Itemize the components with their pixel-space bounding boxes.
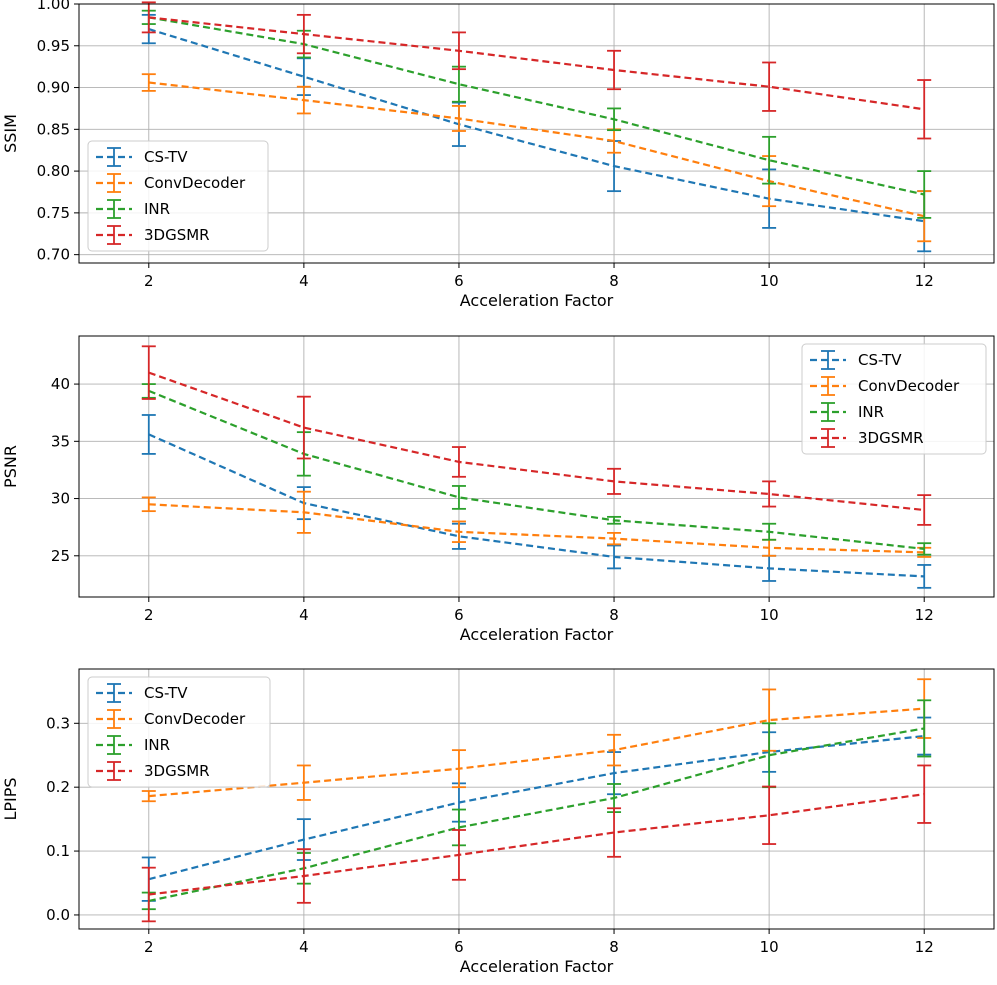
legend-label: INR [144,736,170,754]
y-tick-label: 0.70 [37,246,70,264]
legend-label: 3DGSMR [144,226,210,244]
series-3dgsmr [141,1,932,140]
y-tick-label: 0.85 [37,120,70,138]
legend-item: 3DGSMR [810,428,924,448]
plot-frame [78,668,995,930]
series-line [148,793,925,896]
series-line [148,433,925,578]
x-axis-label: Acceleration Factor [460,957,614,976]
x-tick-label: 8 [609,938,619,956]
y-tick-label: 1.00 [37,0,70,13]
plot-frame [78,3,995,264]
legend-box [87,676,271,788]
legend-label: 3DGSMR [144,762,210,780]
series-line [148,727,925,902]
series-line [148,81,925,218]
x-tick-label: 8 [609,272,619,290]
legend-item: ConvDecoder [96,709,246,729]
legend-box [87,140,269,252]
legend-label: ConvDecoder [144,174,246,192]
panel-psnr: 2 4 6 8 10 12 25 30 35 40 Acceleration Factor PSNR C… [1,335,995,644]
x-tick-label: 10 [760,606,779,624]
y-axis-label: PSNR [1,445,20,488]
x-tick-label: 4 [299,606,309,624]
legend: CS-TV ConvDecoder INR 3DGSMR [87,676,271,788]
legend-item: CS-TV [96,147,188,167]
legend-label: CS-TV [144,684,188,702]
x-tick-label: 2 [144,606,154,624]
x-tick-label: 12 [915,606,934,624]
legend-box [801,343,987,455]
plot-frame [78,335,995,598]
panel-ssim: 2 4 6 8 10 12 0.70 0.75 0.80 0.85 0.90 0.95 1.00 Acce… [1,0,995,310]
legend-label: INR [144,200,170,218]
x-tick-label: 2 [144,938,154,956]
legend-item: ConvDecoder [96,173,246,193]
series-3dgsmr [141,345,932,526]
x-tick-label: 10 [760,938,779,956]
series-line [148,28,925,223]
x-tick-label: 4 [299,272,309,290]
y-tick-label: 0.75 [37,204,70,222]
x-tick-label: 2 [144,272,154,290]
series-line [148,16,925,111]
legend-label: INR [858,403,884,421]
y-axis-label: LPIPS [1,777,20,820]
legend: CS-TV ConvDecoder INR 3DGSMR [801,343,987,455]
y-tick-label: 30 [51,490,70,508]
legend-item: 3DGSMR [96,225,210,245]
x-tick-label: 10 [760,272,779,290]
x-axis-label: Acceleration Factor [460,291,614,310]
panel-lpips: 2 4 6 8 10 12 0.0 0.1 0.2 0.3 Acceleration Factor L… [1,668,995,976]
legend-item: INR [96,199,170,219]
y-tick-label: 0.90 [37,79,70,97]
x-tick-label: 6 [454,272,464,290]
legend-item: INR [96,735,170,755]
legend-label: ConvDecoder [858,377,960,395]
legend-label: ConvDecoder [144,710,246,728]
y-tick-label: 0.95 [37,37,70,55]
y-tick-label: 0.80 [37,162,70,180]
series-line [148,735,925,881]
x-tick-label: 8 [609,606,619,624]
y-tick-label: 0.0 [46,906,70,924]
series-line [148,503,925,554]
y-tick-label: 40 [51,375,70,393]
y-tick-label: 0.1 [46,842,70,860]
series-line [148,389,925,550]
legend-label: CS-TV [144,148,188,166]
series-line [148,707,925,798]
y-axis-label: SSIM [1,114,20,153]
y-tick-label: 0.2 [46,778,70,796]
y-tick-label: 25 [51,547,70,565]
legend-item: CS-TV [810,350,902,370]
legend-item: 3DGSMR [96,761,210,781]
legend-item: ConvDecoder [810,376,960,396]
y-tick-label: 0.3 [46,714,70,732]
x-tick-label: 6 [454,606,464,624]
x-tick-label: 12 [915,272,934,290]
series-convdecoder [141,490,932,558]
legend-label: 3DGSMR [858,429,924,447]
x-tick-label: 12 [915,938,934,956]
series-3dgsmr [141,764,932,923]
x-tick-label: 4 [299,938,309,956]
legend-item: CS-TV [96,683,188,703]
y-tick-label: 35 [51,432,70,450]
legend-item: INR [810,402,884,422]
series-line [148,16,925,196]
x-axis-label: Acceleration Factor [460,625,614,644]
x-tick-label: 6 [454,938,464,956]
series-line [148,371,925,512]
legend: CS-TV ConvDecoder INR 3DGSMR [87,140,269,252]
series-inr [141,383,932,556]
legend-label: CS-TV [858,351,902,369]
